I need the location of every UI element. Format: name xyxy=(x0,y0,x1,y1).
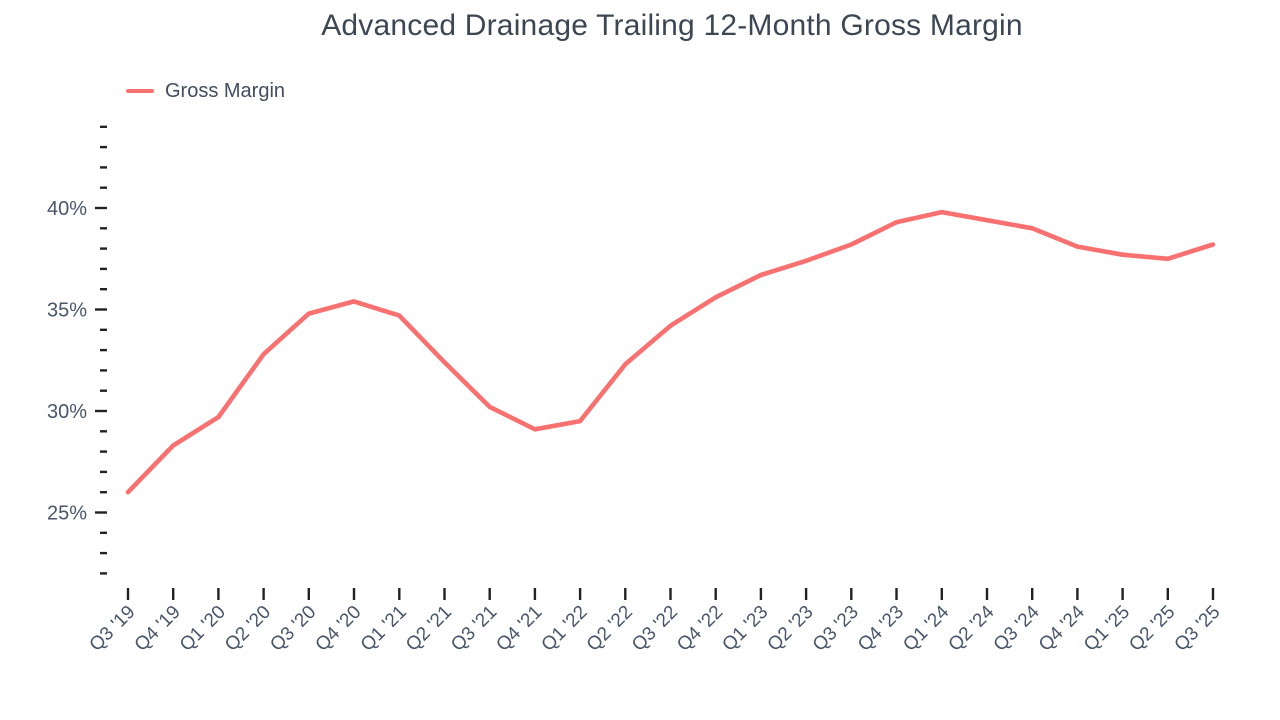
x-axis-label: Q4 '22 xyxy=(673,602,727,656)
x-axis-label: Q3 '22 xyxy=(628,602,682,656)
y-axis-label: 40% xyxy=(47,198,87,220)
x-axis-label: Q1 '25 xyxy=(1080,602,1134,656)
legend-item-gross-margin[interactable]: Gross Margin xyxy=(126,79,285,103)
x-axis-label: Q4 '21 xyxy=(492,602,546,656)
x-axis-label: Q3 '24 xyxy=(990,601,1044,655)
chart-title: Advanced Drainage Trailing 12-Month Gros… xyxy=(321,9,1023,42)
x-axis-label: Q3 '25 xyxy=(1171,602,1225,656)
x-axis-label: Q3 '19 xyxy=(86,602,140,656)
x-axis-label: Q2 '24 xyxy=(945,601,999,655)
x-axis-label: Q4 '24 xyxy=(1035,601,1089,655)
y-axis-label: 35% xyxy=(47,300,87,322)
x-axis-label: Q1 '24 xyxy=(899,601,953,655)
x-axis-label: Q1 '21 xyxy=(357,602,411,656)
x-axis-label: Q2 '22 xyxy=(583,602,637,656)
x-axis-label: Q1 '23 xyxy=(718,602,772,656)
x-axis-label: Q3 '20 xyxy=(266,602,320,656)
x-axis-label: Q2 '25 xyxy=(1125,602,1179,656)
legend-label: Gross Margin xyxy=(165,79,286,102)
legend-line-swatch xyxy=(126,88,154,94)
x-axis-label: Q1 '20 xyxy=(176,602,230,656)
x-axis-label: Q2 '23 xyxy=(764,602,818,656)
x-axis-label: Q1 '22 xyxy=(538,602,592,656)
x-axis-label: Q2 '21 xyxy=(402,602,456,656)
x-axis-label: Q3 '23 xyxy=(809,602,863,656)
x-axis-label: Q3 '21 xyxy=(447,602,501,656)
x-axis-label: Q2 '20 xyxy=(221,602,275,656)
x-axis-label: Q4 '23 xyxy=(854,602,908,656)
x-axis-label: Q4 '20 xyxy=(312,602,366,656)
y-axis-label: 30% xyxy=(47,401,87,423)
x-axis-label: Q4 '19 xyxy=(131,602,185,656)
y-axis-label: 25% xyxy=(47,503,87,525)
gross-margin-line xyxy=(125,209,1216,495)
